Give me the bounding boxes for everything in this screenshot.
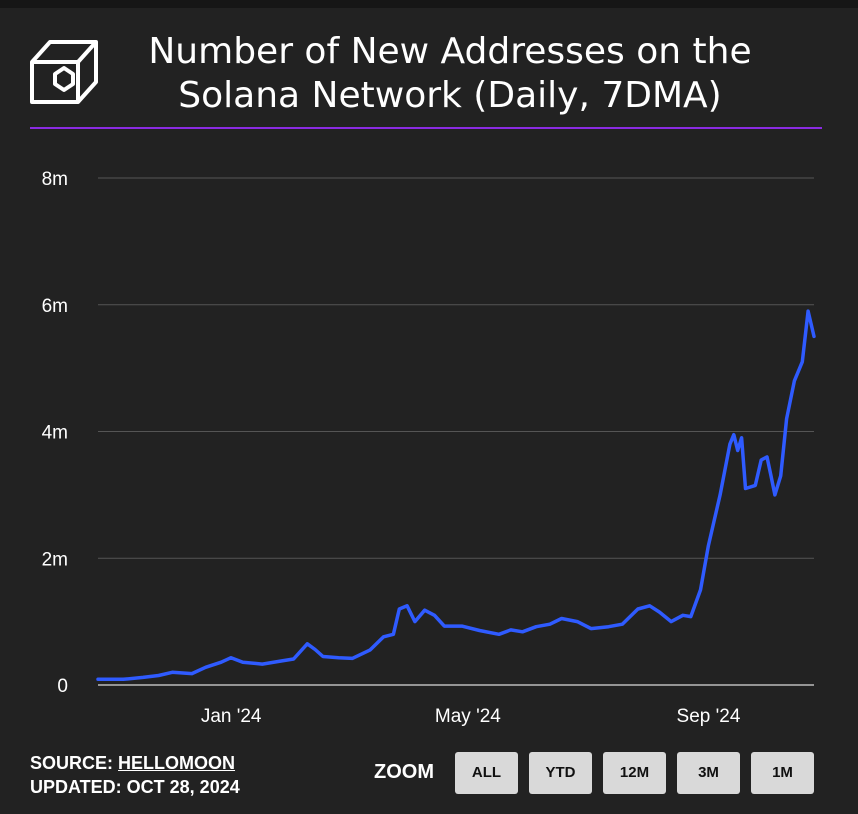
source-label: SOURCE: bbox=[30, 753, 114, 773]
y-tick-label: 6m bbox=[42, 296, 68, 317]
series-line-new-addresses bbox=[96, 309, 816, 682]
chart-title: Number of New Addresses on the Solana Ne… bbox=[148, 31, 752, 116]
y-tick-label: 4m bbox=[42, 423, 68, 444]
zoom-label: ZOOM bbox=[374, 761, 434, 783]
x-tick-label: Jan '24 bbox=[201, 706, 262, 727]
zoom-1m-button[interactable]: 1M bbox=[751, 752, 814, 794]
y-tick-label: 2m bbox=[42, 549, 68, 570]
top-strip bbox=[0, 0, 858, 8]
x-tick-label: May '24 bbox=[435, 706, 501, 727]
y-tick-label: 8m bbox=[42, 169, 68, 190]
title-divider bbox=[30, 127, 822, 129]
source-line: SOURCE: HELLOMOON bbox=[30, 751, 235, 775]
zoom-ytd-button[interactable]: YTD bbox=[529, 752, 592, 794]
source-link[interactable]: HELLOMOON bbox=[118, 753, 236, 773]
grid-lines bbox=[98, 177, 814, 686]
the-block-logo-icon bbox=[30, 40, 98, 104]
y-axis-ticks: 0 2m 4m 6m 8m bbox=[42, 169, 68, 697]
zoom-3m-button[interactable]: 3M bbox=[677, 752, 740, 794]
line-chart: 0 2m 4m 6m 8m Jan '24 May '24 Sep '24 bbox=[42, 169, 816, 727]
y-tick-label: 0 bbox=[57, 676, 68, 697]
updated-date: UPDATED: OCT 28, 2024 bbox=[30, 777, 240, 797]
zoom-12m-button[interactable]: 12M bbox=[603, 752, 666, 794]
x-axis-ticks: Jan '24 May '24 Sep '24 bbox=[201, 706, 741, 727]
zoom-all-button[interactable]: ALL bbox=[455, 752, 518, 794]
x-tick-label: Sep '24 bbox=[677, 706, 741, 727]
